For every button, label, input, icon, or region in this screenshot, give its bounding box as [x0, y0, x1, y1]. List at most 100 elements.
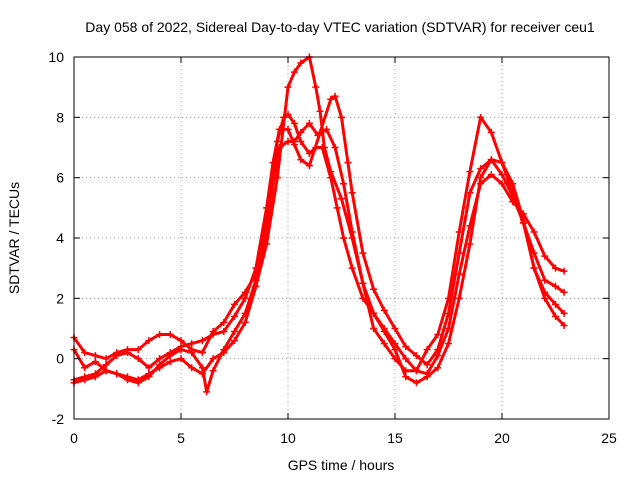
data-point [331, 144, 339, 151]
data-point [348, 189, 356, 197]
data-point [241, 294, 249, 302]
data-point [156, 364, 164, 372]
data-point [91, 358, 99, 366]
data-point [487, 156, 495, 164]
data-point [91, 352, 99, 360]
data-point [333, 204, 341, 212]
data-point [188, 349, 196, 357]
data-point [402, 373, 410, 381]
data-point [124, 349, 131, 357]
data-point [560, 309, 568, 317]
data-point [455, 228, 463, 236]
data-point [412, 367, 420, 375]
data-point [541, 294, 549, 302]
data-point [402, 367, 410, 375]
data-point [316, 107, 324, 115]
data-point [466, 240, 474, 248]
series-track-1 [70, 110, 568, 378]
data-point [102, 367, 110, 375]
data-point [445, 340, 452, 348]
data-point [156, 331, 164, 339]
data-point [344, 159, 352, 167]
data-point [81, 376, 89, 384]
data-point [434, 346, 442, 354]
data-point [220, 328, 228, 336]
data-point [519, 219, 527, 227]
data-point [541, 252, 549, 260]
data-point [290, 119, 298, 127]
data-point [166, 352, 174, 360]
data-point [166, 358, 174, 366]
data-point [297, 128, 305, 136]
data-point [359, 279, 367, 287]
x-tick-label: 25 [601, 430, 617, 446]
data-point [305, 162, 313, 170]
y-tick-label: 0 [56, 351, 64, 367]
data-point [445, 294, 452, 302]
data-point [177, 355, 185, 363]
data-point [263, 240, 271, 248]
data-point [498, 171, 506, 179]
data-point [231, 300, 238, 308]
data-point [198, 337, 206, 345]
data-point [177, 346, 185, 354]
axis-ticks: 0 5 10 15 20 25 -2 0 2 4 6 8 10 [48, 49, 617, 446]
data-point [348, 264, 356, 272]
data-point [487, 128, 495, 136]
data-point [284, 125, 292, 133]
y-tick-label: 8 [56, 109, 64, 125]
series-track-3 [70, 119, 568, 396]
data-point [297, 156, 305, 164]
data-point [340, 180, 348, 188]
data-point [412, 379, 420, 387]
data-point [297, 137, 305, 145]
data-point [423, 361, 431, 369]
data-point [156, 355, 164, 363]
series-track-4 [70, 53, 568, 387]
data-point [412, 352, 420, 360]
data-point [487, 171, 495, 179]
data-point [203, 388, 211, 396]
data-point [560, 321, 568, 329]
data-point [134, 346, 142, 354]
data-point [81, 364, 89, 372]
data-point [370, 285, 378, 293]
data-point [297, 59, 305, 67]
data-point [188, 340, 196, 348]
data-point [209, 355, 217, 363]
data-point [402, 355, 410, 363]
data-point [134, 376, 142, 384]
data-point [498, 159, 506, 167]
data-point [314, 131, 322, 139]
data-point [477, 165, 485, 173]
data-point [530, 264, 538, 272]
data-point [327, 168, 335, 176]
data-point [323, 125, 331, 133]
data-point [359, 249, 367, 257]
data-point [198, 370, 206, 378]
data-point [391, 325, 399, 332]
data-point [81, 349, 89, 357]
data-point [290, 68, 298, 76]
data-point [102, 355, 110, 363]
data-point [434, 364, 442, 372]
data-point [113, 370, 121, 378]
data-point [231, 312, 238, 320]
data-point [231, 328, 238, 336]
data-point [434, 352, 442, 360]
series-line [72, 121, 566, 394]
data-point [177, 337, 185, 345]
series-line [72, 55, 566, 385]
data-point [370, 325, 378, 332]
data-point [231, 337, 238, 345]
data-point [145, 337, 153, 345]
data-point [327, 95, 335, 103]
data-point [423, 373, 431, 381]
data-point [348, 234, 356, 242]
data-point [455, 294, 463, 302]
data-point [312, 83, 320, 91]
data-point [320, 144, 328, 151]
series-group [70, 53, 568, 396]
data-point [477, 113, 485, 121]
